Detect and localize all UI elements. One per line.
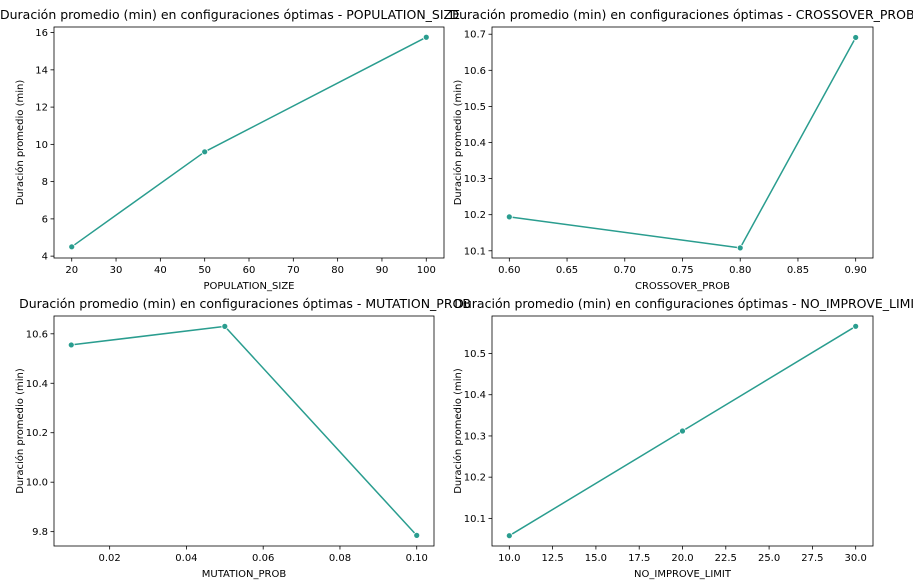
x-axis-label: NO_IMPROVE_LIMIT <box>634 569 732 580</box>
x-tick-label: 90 <box>376 265 389 276</box>
y-tick-label: 16 <box>35 28 48 39</box>
y-tick-label: 10.4 <box>26 379 48 390</box>
chart-panel-4: Duración promedio (min) en configuracion… <box>452 296 913 580</box>
y-tick-label: 10.1 <box>464 246 486 257</box>
y-tick-label: 6 <box>42 214 48 225</box>
x-tick-label: 17.5 <box>628 553 650 564</box>
x-tick-label: 0.70 <box>614 265 636 276</box>
series-line <box>71 36 427 248</box>
axes-frame <box>53 315 435 547</box>
y-tick-label: 10.4 <box>464 138 486 149</box>
y-axis-label: Duración promedio (min) <box>452 368 464 494</box>
y-tick-label: 10.2 <box>464 210 486 221</box>
x-tick-label: 30 <box>110 265 123 276</box>
series-line <box>71 325 418 536</box>
chart-title: Duración promedio (min) en configuracion… <box>19 296 471 311</box>
chart-title: Duración promedio (min) en configuracion… <box>0 7 460 22</box>
chart-panel-3: Duración promedio (min) en configuracion… <box>14 296 471 580</box>
x-tick-label: 0.80 <box>729 265 751 276</box>
y-tick-label: 10.2 <box>26 428 48 439</box>
y-axis-label: Duración promedio (min) <box>452 80 464 206</box>
x-tick-label: 0.75 <box>671 265 693 276</box>
data-point <box>736 244 744 252</box>
y-tick-label: 12 <box>35 103 48 114</box>
x-tick-label: 60 <box>243 265 256 276</box>
data-point <box>505 213 513 221</box>
data-point <box>852 322 860 330</box>
y-tick-label: 10.7 <box>464 30 486 41</box>
data-point <box>68 243 76 251</box>
x-axis-label: MUTATION_PROB <box>202 569 287 580</box>
x-tick-label: 0.65 <box>556 265 578 276</box>
y-tick-label: 10.6 <box>26 329 48 340</box>
y-tick-label: 8 <box>42 177 48 188</box>
x-tick-label: 25.0 <box>758 553 780 564</box>
data-point <box>201 148 209 156</box>
x-tick-label: 0.04 <box>175 553 197 564</box>
x-axis-label: CROSSOVER_PROB <box>635 281 730 292</box>
y-tick-label: 10.6 <box>464 66 486 77</box>
x-tick-label: 15.0 <box>585 553 607 564</box>
x-tick-label: 27.5 <box>801 553 823 564</box>
y-axis-label: Duración promedio (min) <box>14 368 26 494</box>
chart-panel-1: Duración promedio (min) en configuracion… <box>0 7 460 292</box>
y-tick-label: 10.3 <box>464 174 486 185</box>
x-tick-label: 40 <box>154 265 167 276</box>
x-tick-label: 22.5 <box>715 553 737 564</box>
x-tick-label: 10.0 <box>498 553 520 564</box>
x-tick-label: 0.90 <box>845 265 867 276</box>
x-tick-label: 0.60 <box>498 265 520 276</box>
x-tick-label: 0.02 <box>99 553 121 564</box>
chart-title: Duración promedio (min) en configuracion… <box>454 296 913 311</box>
y-axis-label: Duración promedio (min) <box>14 80 26 206</box>
y-tick-label: 10 <box>35 140 48 151</box>
data-point <box>679 427 686 435</box>
data-point <box>505 532 513 540</box>
x-axis-label: POPULATION_SIZE <box>204 281 295 292</box>
x-tick-label: 0.10 <box>406 553 428 564</box>
axes-frame <box>53 26 445 259</box>
y-tick-label: 14 <box>35 65 48 76</box>
x-tick-label: 0.85 <box>787 265 809 276</box>
series-line <box>509 37 857 249</box>
x-tick-label: 20 <box>65 265 78 276</box>
y-tick-label: 4 <box>42 252 48 263</box>
y-tick-label: 10.3 <box>464 431 486 442</box>
y-tick-label: 10.5 <box>464 349 486 360</box>
data-point <box>67 341 75 349</box>
y-tick-label: 10.0 <box>26 478 48 489</box>
y-tick-label: 9.8 <box>32 527 48 538</box>
data-point <box>221 322 229 330</box>
x-tick-label: 100 <box>417 265 436 276</box>
x-tick-label: 0.06 <box>252 553 274 564</box>
y-tick-label: 10.4 <box>464 390 486 401</box>
x-tick-label: 50 <box>198 265 211 276</box>
x-tick-label: 12.5 <box>541 553 563 564</box>
data-point <box>422 33 430 41</box>
chart-panel-2: Duración promedio (min) en configuracion… <box>449 7 913 292</box>
y-tick-label: 10.5 <box>464 102 486 113</box>
y-tick-label: 10.2 <box>464 473 486 484</box>
data-point <box>413 531 421 539</box>
x-tick-label: 20.0 <box>671 553 693 564</box>
axes-frame <box>491 26 874 259</box>
x-tick-label: 80 <box>331 265 344 276</box>
chart-title: Duración promedio (min) en configuracion… <box>449 7 913 22</box>
x-tick-label: 70 <box>287 265 300 276</box>
data-point <box>852 34 860 41</box>
x-tick-label: 0.08 <box>329 553 351 564</box>
y-tick-label: 10.1 <box>464 514 486 525</box>
x-tick-label: 30.0 <box>845 553 867 564</box>
